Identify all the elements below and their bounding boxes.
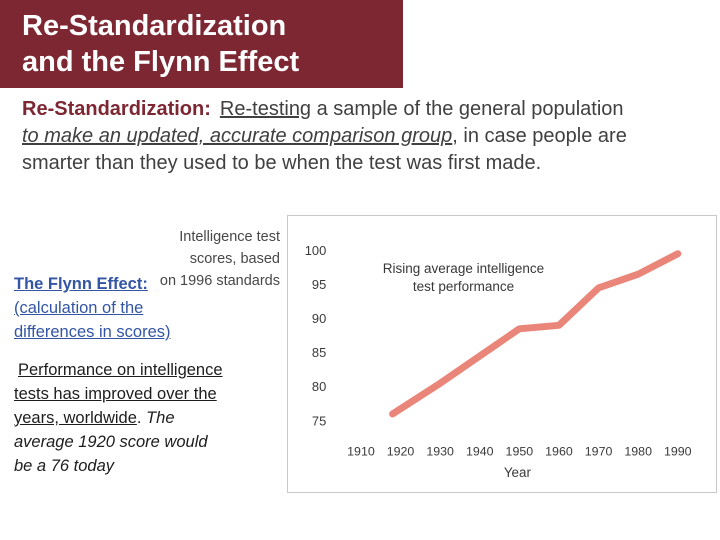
flynn-body: Performance on intelligence tests has im…	[14, 358, 226, 478]
definition-lead: Re-Standardization:	[22, 98, 211, 120]
x-tick-label: 1960	[545, 444, 573, 458]
y-tick-label: 85	[312, 345, 326, 360]
title-bar: Re-Standardization and the Flynn Effect	[0, 0, 403, 88]
y-tick-label: 95	[312, 277, 326, 292]
flynn-body-period: .	[136, 409, 147, 427]
definition-retesting: Re-testing	[219, 98, 312, 120]
flynn-body-underlined: Performance on intelligence tests has im…	[14, 361, 223, 427]
definition-middle: a sample of the general population	[311, 98, 624, 120]
x-tick-label: 1930	[426, 444, 454, 458]
definition-tail: , in case people are smarter than they u…	[22, 124, 627, 174]
flynn-body-italic: The average 1920 score would be a 76 tod…	[14, 409, 208, 475]
definition-paragraph: Re-Standardization: Re-testing a sample o…	[22, 96, 644, 176]
flynn-subline-2: differences in scores)	[14, 323, 171, 341]
flynn-subline-1: (calculation of the	[14, 299, 144, 317]
chart-annotation: Rising average intelligence test perform…	[352, 260, 575, 296]
x-tick-label: 1970	[585, 444, 613, 458]
y-tick-label: 100	[305, 243, 327, 258]
flynn-heading: The Flynn Effect:	[14, 275, 148, 293]
x-tick-label: 1910	[347, 444, 375, 458]
x-axis-label: Year	[504, 465, 532, 480]
flynn-chart-svg: 75 80 85 90 95 100 1910 1920 1930 1940 1950 1960 197…	[305, 243, 692, 480]
flynn-effect-block: The Flynn Effect: (calculation of the di…	[14, 272, 226, 478]
x-tick-label: 1920	[387, 444, 415, 458]
x-tick-label: 1950	[506, 444, 534, 458]
iq-trend-line	[389, 250, 682, 418]
chart-axis-title-line2: scores, based	[189, 251, 280, 267]
flynn-chart: 75 80 85 90 95 100 1910 1920 1930 1940 1950 1960 197…	[287, 215, 717, 493]
x-tick-label: 1980	[624, 444, 652, 458]
y-tick-label: 80	[312, 379, 326, 394]
slide-title-line2: and the Flynn Effect	[22, 46, 300, 78]
chart-axis-title: Intelligence test scores, based on 1996 …	[148, 226, 280, 292]
y-tick-label: 90	[312, 311, 326, 326]
chart-axis-title-line3: on 1996 standards	[159, 273, 280, 289]
chart-annotation-line1: Rising average intelligence	[382, 261, 545, 277]
y-tick-label: 75	[312, 413, 326, 428]
chart-annotation-line2: test performance	[412, 279, 515, 295]
definition-comparison-group: to make an updated, accurate comparison …	[22, 124, 453, 147]
x-tick-label: 1940	[466, 444, 494, 458]
x-tick-label: 1990	[664, 444, 692, 458]
chart-axis-title-line1: Intelligence test	[179, 229, 280, 245]
slide-title-line1: Re-Standardization	[22, 10, 287, 42]
